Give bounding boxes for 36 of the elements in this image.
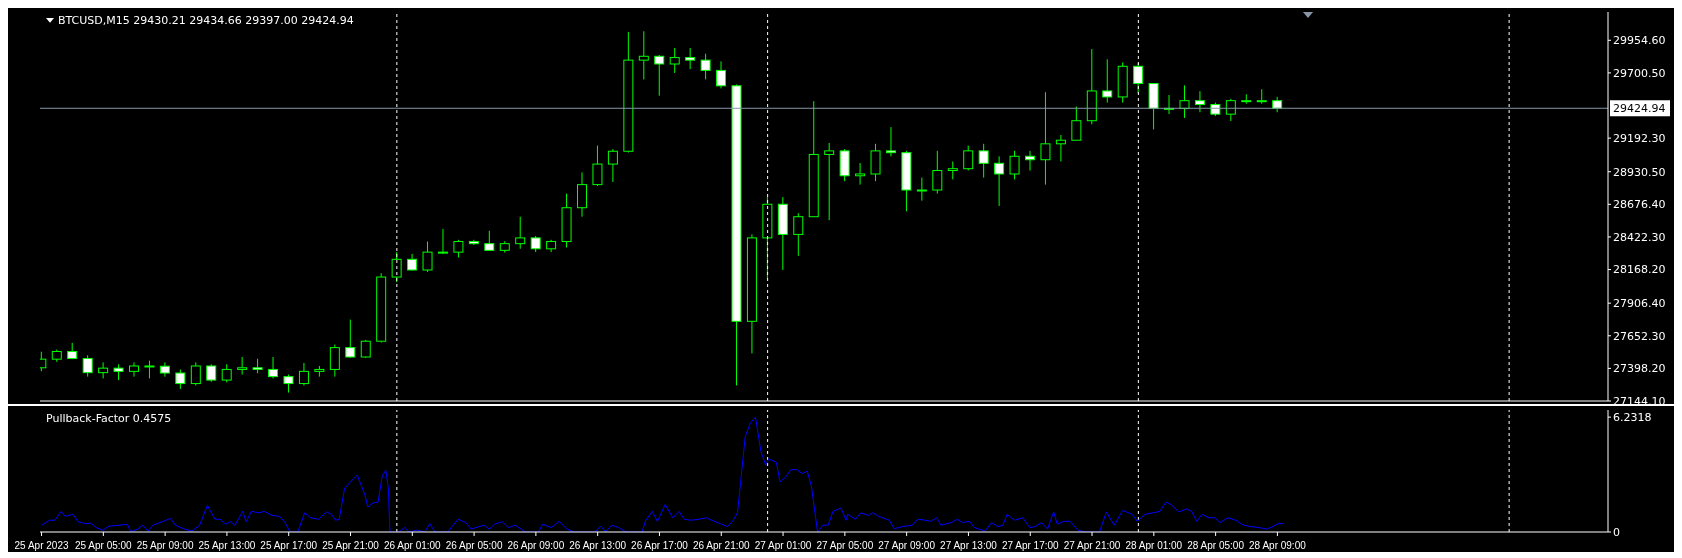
x-tick-label: 26 Apr 05:00 (445, 540, 503, 551)
y-tick-label: 28422.30 (1613, 230, 1666, 244)
x-tick-label: 26 Apr 21:00 (692, 540, 751, 551)
y-tick-label: 28168.20 (1613, 263, 1666, 277)
x-tick-label: 25 Apr 21:00 (322, 540, 380, 551)
x-tick-label: 27 Apr 09:00 (878, 540, 936, 551)
chart-title: BTCUSD,M15 29430.21 29434.66 29397.00 29424.94 (58, 14, 354, 27)
x-tick-label: 25 Apr 05:00 (74, 540, 133, 551)
x-tick-label: 27 Apr 05:00 (816, 540, 874, 551)
y-tick-label: 27398.20 (1613, 362, 1666, 376)
y-tick-label: 0 (1613, 525, 1620, 539)
x-tick-label: 28 Apr 05:00 (1187, 540, 1245, 551)
x-tick-label: 26 Apr 09:00 (507, 540, 565, 551)
y-tick-label: 27652.30 (1613, 329, 1666, 343)
chart-title: Pullback-Factor 0.4575 (46, 412, 172, 425)
y-tick-label: 28676.40 (1613, 198, 1666, 212)
x-tick-label: 27 Apr 13:00 (940, 540, 998, 551)
y-tick-label: 29192.30 (1613, 132, 1666, 146)
x-tick-label: 26 Apr 01:00 (383, 540, 442, 551)
x-tick-label: 25 Apr 09:00 (136, 540, 194, 551)
x-tick-label: 26 Apr 13:00 (569, 540, 627, 551)
y-tick-label: 6.2318 (1613, 411, 1652, 425)
x-tick-label: 28 Apr 01:00 (1125, 540, 1183, 551)
y-tick-label: 29954.60 (1613, 34, 1666, 48)
y-tick-label: 27906.40 (1613, 297, 1666, 311)
x-tick-label: 28 Apr 09:00 (1249, 540, 1307, 551)
x-tick-label: 26 Apr 17:00 (631, 540, 689, 551)
x-tick-label: 27 Apr 17:00 (1001, 540, 1060, 551)
x-tick-label: 25 Apr 13:00 (198, 540, 256, 551)
x-tick-label: 25 Apr 17:00 (260, 540, 318, 551)
y-tick-label: 28930.50 (1613, 165, 1666, 179)
x-tick-label: 27 Apr 21:00 (1063, 540, 1121, 551)
x-tick-label: 25 Apr 2023 (14, 540, 69, 551)
x-tick-label: 27 Apr 01:00 (754, 540, 812, 551)
ref-line-label: 29424.94 (1613, 102, 1666, 116)
y-tick-label: 29700.50 (1613, 66, 1666, 80)
